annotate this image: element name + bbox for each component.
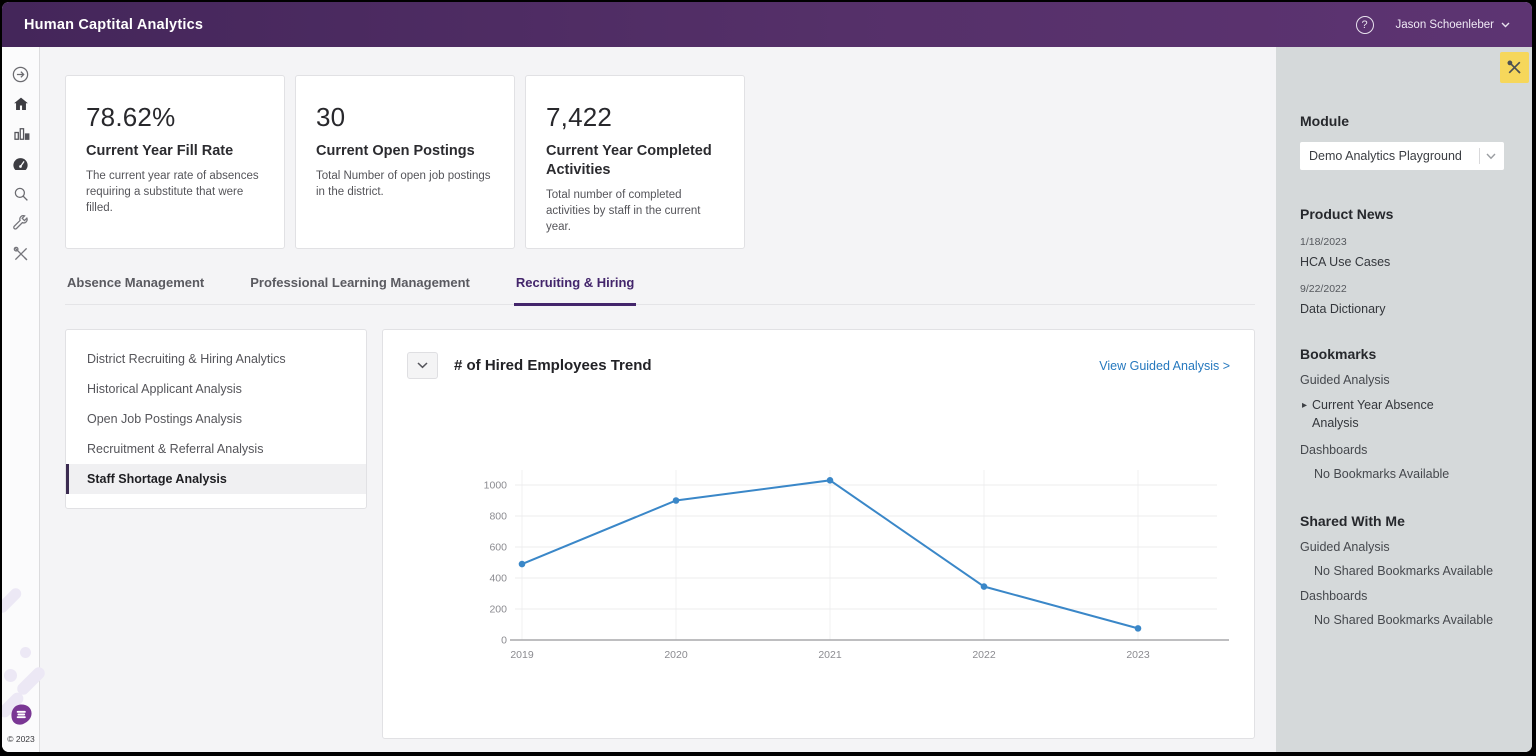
svg-text:0: 0 <box>501 635 507 647</box>
svg-text:400: 400 <box>489 573 507 585</box>
admin-tools-button[interactable] <box>1500 52 1529 83</box>
bookmarks-guided-analysis-label: Guided Analysis <box>1300 373 1390 387</box>
kpi-description: Total Number of open job postings in the… <box>316 169 491 198</box>
hired-trend-chart: 2019 2020 2021 2022 2023 0 200 400 600 800 1000 <box>484 470 1229 661</box>
kpi-value: 7,422 <box>546 102 613 132</box>
admin-tools-icon[interactable] <box>2 239 40 269</box>
kpi-card-completed-activities: 7,422 Current Year Completed Activities … <box>525 75 745 249</box>
shared-guided-analysis-label: Guided Analysis <box>1300 540 1390 555</box>
news-date: 9/22/2022 <box>1300 283 1347 295</box>
category-tabs: Absence Management Professional Learning… <box>65 275 1255 306</box>
chart-header: # of Hired Employees Trend View Guided A… <box>407 352 1230 379</box>
kpi-label: Current Year Completed Activities <box>546 143 712 178</box>
topbar-right: ? Jason Schoenleber <box>1355 15 1510 34</box>
bookmarks-dashboards-label: Dashboards <box>1300 443 1368 458</box>
chart-card: # of Hired Employees Trend View Guided A… <box>382 329 1255 739</box>
product-news-heading: Product News <box>1300 206 1394 222</box>
kpi-description: Total number of completed activities by … <box>546 188 701 233</box>
module-selected-value: Demo Analytics Playground <box>1309 149 1462 163</box>
settings-wrench-icon[interactable] <box>2 209 40 239</box>
kpi-value: 78.62% <box>86 102 176 132</box>
collapse-toggle-icon[interactable] <box>2 59 40 89</box>
nav-item-staff-shortage[interactable]: Staff Shortage Analysis <box>66 464 366 494</box>
admin-tools-icon <box>1507 60 1521 74</box>
bookmarks-empty-state: No Bookmarks Available <box>1314 467 1450 482</box>
analysis-nav-list: District Recruiting & Hiring Analytics H… <box>65 329 367 509</box>
right-panel: Module Demo Analytics Playground Product… <box>1276 47 1532 752</box>
kpi-label: Current Open Postings <box>316 143 475 159</box>
shared-dashboards-empty-state: No Shared Bookmarks Available <box>1314 613 1494 628</box>
shared-with-me-heading: Shared With Me <box>1300 513 1405 530</box>
caret-right-icon[interactable]: ▸ <box>1302 400 1308 411</box>
decorative-shape <box>20 647 31 658</box>
nav-item-recruitment-referral[interactable]: Recruitment & Referral Analysis <box>87 442 264 456</box>
kpi-description: The current year rate of absences requir… <box>86 169 259 215</box>
svg-text:600: 600 <box>489 542 507 554</box>
decorative-shape <box>4 669 17 682</box>
svg-text:2023: 2023 <box>1126 649 1150 661</box>
search-icon[interactable] <box>2 179 40 209</box>
nav-item-open-job-postings[interactable]: Open Job Postings Analysis <box>87 412 242 426</box>
tab-recruiting-and-hiring[interactable]: Recruiting & Hiring <box>513 275 637 306</box>
sidebar-footer: © 2023 <box>2 703 40 744</box>
bookmark-current-year-absence-analysis[interactable]: ▸ Current Year Absence Analysis <box>1300 396 1508 432</box>
bookmarks-heading: Bookmarks <box>1300 346 1377 362</box>
copyright: © 2023 <box>7 734 35 744</box>
view-guided-analysis-link[interactable]: View Guided Analysis > <box>1099 358 1230 373</box>
chevron-down-icon <box>1486 153 1496 159</box>
help-icon[interactable]: ? <box>1355 15 1374 34</box>
main-content: 78.62% Current Year Fill Rate The curren… <box>40 47 1276 752</box>
kpi-card-fill-rate: 78.62% Current Year Fill Rate The curren… <box>65 75 285 249</box>
decorative-shape <box>2 586 24 615</box>
svg-text:2019: 2019 <box>510 649 534 661</box>
tab-absence-management[interactable]: Absence Management <box>67 275 205 290</box>
news-item-hca-use-cases[interactable]: HCA Use Cases <box>1300 255 1391 269</box>
svg-text:1000: 1000 <box>484 480 508 492</box>
module-heading: Module <box>1300 113 1349 129</box>
shared-guided-empty-state: No Shared Bookmarks Available <box>1314 564 1494 579</box>
svg-text:800: 800 <box>489 511 507 523</box>
shared-dashboards-label: Dashboards <box>1300 589 1368 604</box>
kpi-label: Current Year Fill Rate <box>86 143 234 159</box>
chevron-down-icon <box>417 362 428 369</box>
svg-text:2021: 2021 <box>818 649 842 661</box>
svg-text:200: 200 <box>489 604 507 616</box>
dashboard-gauge-icon[interactable] <box>2 149 40 179</box>
nav-item-district-recruiting[interactable]: District Recruiting & Hiring Analytics <box>87 352 286 366</box>
news-item-data-dictionary[interactable]: Data Dictionary <box>1300 302 1386 316</box>
svg-text:2022: 2022 <box>972 649 996 661</box>
chart-title: # of Hired Employees Trend <box>454 357 652 374</box>
kpi-value: 30 <box>316 102 346 132</box>
chevron-down-icon <box>1501 22 1510 27</box>
app-title: Human Captital Analytics <box>24 16 204 33</box>
select-divider <box>1479 148 1480 164</box>
svg-text:2020: 2020 <box>664 649 688 661</box>
nav-item-historical-applicant[interactable]: Historical Applicant Analysis <box>87 382 242 396</box>
kpi-card-open-postings: 30 Current Open Postings Total Number of… <box>295 75 515 249</box>
top-bar: Human Captital Analytics ? Jason Schoenl… <box>2 2 1532 47</box>
icon-rail: © 2023 <box>2 47 48 752</box>
kpi-row: 78.62% Current Year Fill Rate The curren… <box>65 75 1276 249</box>
user-menu[interactable]: Jason Schoenleber <box>1396 19 1510 31</box>
tab-professional-learning-management[interactable]: Professional Learning Management <box>250 275 470 290</box>
module-select[interactable]: Demo Analytics Playground <box>1300 142 1504 170</box>
news-date: 1/18/2023 <box>1300 236 1347 248</box>
collapse-chart-button[interactable] <box>407 352 438 379</box>
user-name: Jason Schoenleber <box>1395 18 1494 31</box>
frontline-logo <box>10 704 32 725</box>
home-icon[interactable] <box>2 89 40 119</box>
reports-bar-chart-icon[interactable] <box>2 119 40 149</box>
